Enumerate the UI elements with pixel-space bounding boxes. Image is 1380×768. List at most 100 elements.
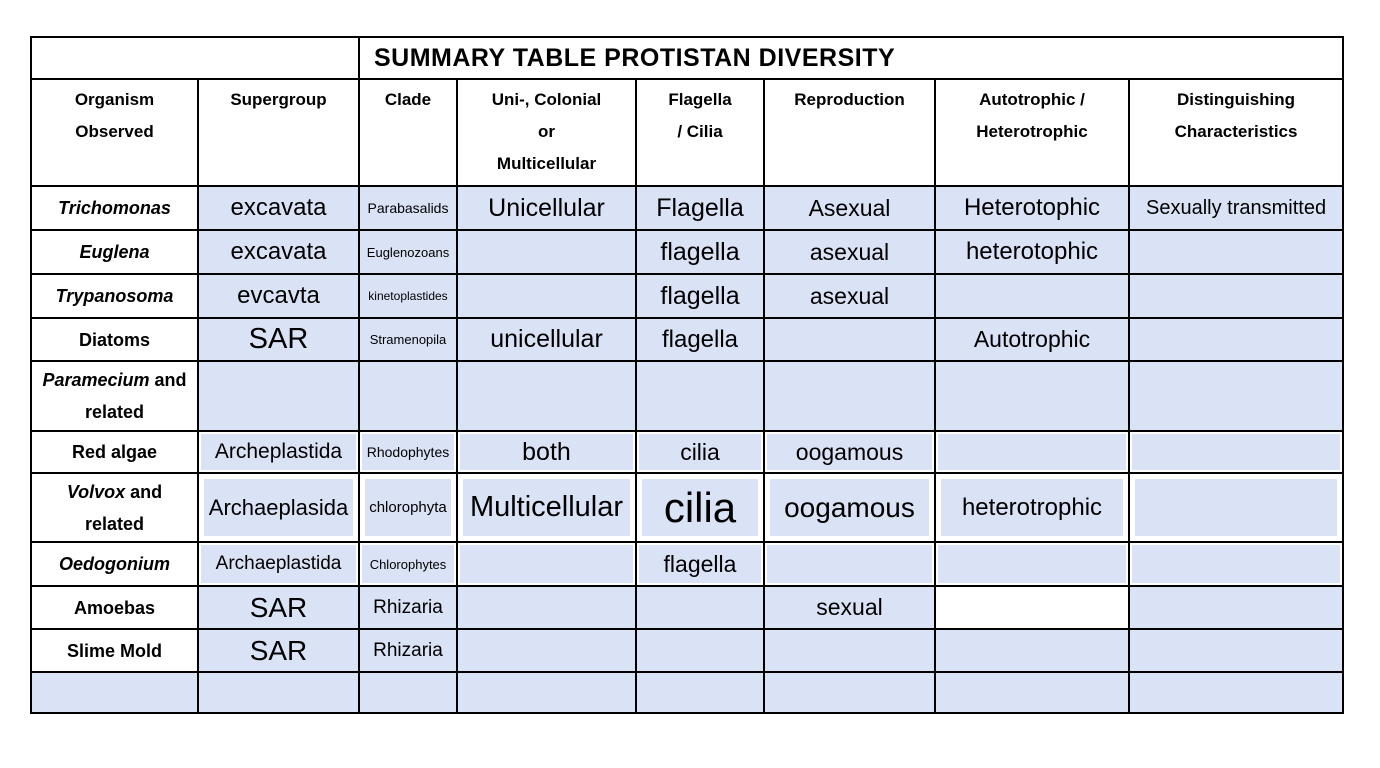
table-title: SUMMARY TABLE PROTISTAN DIVERSITY	[357, 36, 1345, 80]
col-header-distinguishing: Distinguishing Characteristics	[1127, 78, 1345, 187]
cell-trophic	[934, 628, 1130, 673]
header-row: Organism Observed Supergroup Clade Uni-,…	[30, 78, 1345, 187]
cell-flagella-cilia: flagella	[635, 273, 765, 319]
col-header-clade: Clade	[358, 78, 458, 187]
cell-distinguishing	[1127, 229, 1345, 275]
col-header-reproduction: Reproduction	[763, 78, 936, 187]
cell-distinguishing	[1127, 628, 1345, 673]
cell-clade: Stramenopila	[358, 317, 458, 362]
cell-supergroup	[197, 360, 360, 432]
cell-cellularity	[456, 229, 637, 275]
title-row: SUMMARY TABLE PROTISTAN DIVERSITY	[30, 36, 1345, 80]
cell-flagella-cilia: Flagella	[635, 185, 765, 231]
cell-cellularity: unicellular	[456, 317, 637, 362]
cell-distinguishing	[1127, 585, 1345, 630]
cell-clade: Rhizaria	[358, 628, 458, 673]
cell-trophic: heterotrophic	[934, 472, 1130, 543]
row-empty	[30, 671, 1345, 714]
cell-trophic: Heterotophic	[934, 185, 1130, 231]
organism-rest: Amoebas	[73, 597, 156, 618]
row-red-algae: Red algae Archeplastida Rhodophytes both…	[30, 430, 1345, 474]
cell-clade	[358, 360, 458, 432]
col-header-trophic: Autotrophic / Heterotrophic	[934, 78, 1130, 187]
cell-trophic	[934, 541, 1130, 587]
cell-organism: Trichomonas	[30, 185, 199, 231]
row-volvox: Volvox and related Archaeplasida chlorop…	[30, 472, 1345, 543]
cell-text: heterotrophic	[941, 479, 1123, 536]
cell-distinguishing	[1127, 360, 1345, 432]
cell-flagella-cilia: flagella	[635, 541, 765, 587]
cell-trophic-unshaded	[934, 585, 1130, 630]
cell-text	[460, 545, 633, 583]
cell-distinguishing	[1127, 430, 1345, 474]
row-amoebas: Amoebas SAR Rhizaria sexual	[30, 585, 1345, 630]
cell-clade: Parabasalids	[358, 185, 458, 231]
cell-text: oogamous	[770, 479, 929, 536]
organism-name: Trichomonas	[58, 198, 171, 218]
cell-text: Archaeplastida	[201, 545, 356, 583]
cell-clade: Rhizaria	[358, 585, 458, 630]
cell-flagella-cilia: cilia	[635, 430, 765, 474]
organism-name: Paramecium	[42, 370, 150, 390]
cell-text: Multicellular	[463, 479, 630, 536]
row-paramecium: Paramecium and related	[30, 360, 1345, 432]
cell-trophic	[934, 273, 1130, 319]
cell-reproduction	[763, 541, 936, 587]
cell-reproduction: oogamous	[763, 472, 936, 543]
cell-organism: Red algae	[30, 430, 199, 474]
row-diatoms: Diatoms SAR Stramenopila unicellular fla…	[30, 317, 1345, 362]
cell-reproduction: Asexual	[763, 185, 936, 231]
cell-trophic	[934, 360, 1130, 432]
cell-cellularity	[456, 585, 637, 630]
cell-supergroup: excavata	[197, 185, 360, 231]
organism-rest: Slime Mold	[66, 640, 162, 661]
cell-supergroup: SAR	[197, 585, 360, 630]
cell-flagella-cilia: flagella	[635, 229, 765, 275]
cell-text: flagella	[639, 545, 761, 583]
cell-trophic: heterotophic	[934, 229, 1130, 275]
row-trypanosoma: Trypanosoma evcavta kinetoplastides flag…	[30, 273, 1345, 319]
cell-flagella-cilia	[635, 628, 765, 673]
cell-distinguishing	[1127, 541, 1345, 587]
cell-clade: Chlorophytes	[358, 541, 458, 587]
cell-cellularity	[456, 541, 637, 587]
cell-supergroup: SAR	[197, 317, 360, 362]
cell-trophic: Autotrophic	[934, 317, 1130, 362]
cell-cellularity	[456, 671, 637, 714]
cell-distinguishing	[1127, 671, 1345, 714]
cell-organism: Euglena	[30, 229, 199, 275]
cell-supergroup: Archaeplasida	[197, 472, 360, 543]
organism-name: Oedogonium	[59, 554, 170, 574]
organism-name: Euglena	[79, 242, 150, 262]
cell-text	[1132, 545, 1341, 583]
protistan-diversity-table: SUMMARY TABLE PROTISTAN DIVERSITY Organi…	[30, 36, 1345, 714]
cell-organism: Paramecium and related	[30, 360, 199, 432]
organism-name: Volvox	[66, 481, 126, 502]
cell-text: oogamous	[767, 434, 932, 470]
cell-cellularity: both	[456, 430, 637, 474]
cell-flagella-cilia	[635, 671, 765, 714]
cell-reproduction: sexual	[763, 585, 936, 630]
cell-flagella-cilia: flagella	[635, 317, 765, 362]
cell-text: cilia	[642, 479, 758, 536]
cell-text: both	[460, 434, 633, 470]
cell-text: chlorophyta	[365, 479, 451, 536]
cell-cellularity	[456, 360, 637, 432]
cell-distinguishing	[1127, 472, 1345, 543]
cell-organism: Oedogonium	[30, 541, 199, 587]
cell-clade: Euglenozoans	[358, 229, 458, 275]
cell-trophic	[934, 671, 1130, 714]
cell-text	[938, 434, 1126, 470]
cell-supergroup: Archaeplastida	[197, 541, 360, 587]
organism-rest: and related	[84, 481, 163, 534]
row-euglena: Euglena excavata Euglenozoans flagella a…	[30, 229, 1345, 275]
cell-text	[767, 545, 932, 583]
cell-text: cilia	[639, 434, 761, 470]
col-header-flagella-cilia: Flagella / Cilia	[635, 78, 765, 187]
cell-reproduction	[763, 360, 936, 432]
cell-reproduction: asexual	[763, 273, 936, 319]
cell-trophic	[934, 430, 1130, 474]
organism-rest: Diatoms	[78, 329, 150, 350]
cell-clade: kinetoplastides	[358, 273, 458, 319]
cell-supergroup: SAR	[197, 628, 360, 673]
